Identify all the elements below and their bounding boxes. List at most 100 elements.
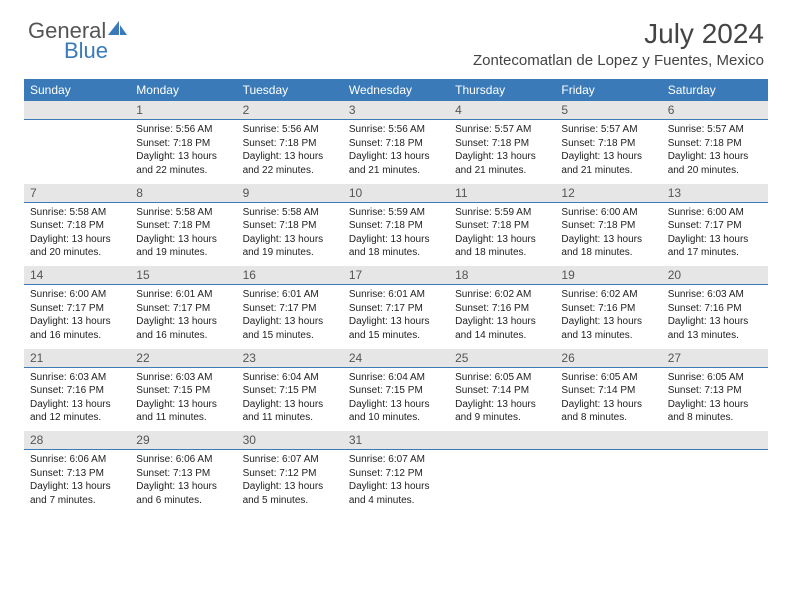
daylight-line1: Daylight: 13 hours	[349, 315, 443, 329]
sunset-line: Sunset: 7:13 PM	[668, 384, 762, 398]
day-number-cell: 23	[237, 349, 343, 368]
sunrise-line: Sunrise: 6:01 AM	[136, 288, 230, 302]
sunrise-line: Sunrise: 6:07 AM	[243, 453, 337, 467]
sunset-line: Sunset: 7:13 PM	[136, 467, 230, 481]
day-content-cell: Sunrise: 5:59 AMSunset: 7:18 PMDaylight:…	[343, 202, 449, 266]
sunrise-line: Sunrise: 5:57 AM	[668, 123, 762, 137]
sunset-line: Sunset: 7:13 PM	[30, 467, 124, 481]
daylight-line1: Daylight: 13 hours	[243, 233, 337, 247]
day-number-cell: 31	[343, 431, 449, 450]
day-number-cell: 20	[662, 266, 768, 285]
sunrise-line: Sunrise: 6:01 AM	[349, 288, 443, 302]
sunrise-line: Sunrise: 6:06 AM	[136, 453, 230, 467]
day-number-cell: 26	[555, 349, 661, 368]
day-content-cell: Sunrise: 6:04 AMSunset: 7:15 PMDaylight:…	[343, 367, 449, 431]
sunrise-line: Sunrise: 6:05 AM	[561, 371, 655, 385]
sunrise-line: Sunrise: 5:56 AM	[243, 123, 337, 137]
sunrise-line: Sunrise: 5:57 AM	[455, 123, 549, 137]
day-content-cell: Sunrise: 5:56 AMSunset: 7:18 PMDaylight:…	[237, 120, 343, 184]
daylight-line2: and 13 minutes.	[668, 329, 762, 343]
daylight-line1: Daylight: 13 hours	[136, 398, 230, 412]
sunset-line: Sunset: 7:17 PM	[136, 302, 230, 316]
day-number-cell: 9	[237, 184, 343, 203]
day-content-cell: Sunrise: 5:56 AMSunset: 7:18 PMDaylight:…	[130, 120, 236, 184]
sunrise-line: Sunrise: 5:58 AM	[30, 206, 124, 220]
day-number-cell: 6	[662, 101, 768, 120]
sunrise-line: Sunrise: 5:57 AM	[561, 123, 655, 137]
day-content-cell: Sunrise: 5:57 AMSunset: 7:18 PMDaylight:…	[662, 120, 768, 184]
daylight-line1: Daylight: 13 hours	[243, 480, 337, 494]
sunset-line: Sunset: 7:14 PM	[455, 384, 549, 398]
day-content-cell: Sunrise: 6:03 AMSunset: 7:15 PMDaylight:…	[130, 367, 236, 431]
daylight-line2: and 15 minutes.	[349, 329, 443, 343]
day-number-cell	[449, 431, 555, 450]
day-content-cell: Sunrise: 6:06 AMSunset: 7:13 PMDaylight:…	[24, 450, 130, 514]
weekday-header: Saturday	[662, 79, 768, 101]
day-content-cell: Sunrise: 6:07 AMSunset: 7:12 PMDaylight:…	[237, 450, 343, 514]
sunset-line: Sunset: 7:18 PM	[349, 219, 443, 233]
day-number-cell: 5	[555, 101, 661, 120]
sunset-line: Sunset: 7:18 PM	[243, 137, 337, 151]
day-content-cell: Sunrise: 6:01 AMSunset: 7:17 PMDaylight:…	[237, 285, 343, 349]
daylight-line2: and 4 minutes.	[349, 494, 443, 508]
day-number-cell: 25	[449, 349, 555, 368]
daylight-line2: and 20 minutes.	[30, 246, 124, 260]
daylight-line2: and 10 minutes.	[349, 411, 443, 425]
day-number-cell: 4	[449, 101, 555, 120]
sunset-line: Sunset: 7:18 PM	[349, 137, 443, 151]
daylight-line2: and 8 minutes.	[561, 411, 655, 425]
sunrise-line: Sunrise: 6:03 AM	[668, 288, 762, 302]
day-content-cell: Sunrise: 5:58 AMSunset: 7:18 PMDaylight:…	[237, 202, 343, 266]
sunrise-line: Sunrise: 5:56 AM	[136, 123, 230, 137]
daylight-line1: Daylight: 13 hours	[243, 150, 337, 164]
day-number-cell: 21	[24, 349, 130, 368]
sunrise-line: Sunrise: 5:56 AM	[349, 123, 443, 137]
day-content-cell: Sunrise: 6:04 AMSunset: 7:15 PMDaylight:…	[237, 367, 343, 431]
sunset-line: Sunset: 7:17 PM	[668, 219, 762, 233]
daylight-line2: and 6 minutes.	[136, 494, 230, 508]
logo-text-blue: Blue	[64, 38, 108, 64]
sunset-line: Sunset: 7:18 PM	[136, 137, 230, 151]
daylight-line1: Daylight: 13 hours	[349, 398, 443, 412]
day-content-cell: Sunrise: 5:57 AMSunset: 7:18 PMDaylight:…	[449, 120, 555, 184]
daylight-line2: and 18 minutes.	[561, 246, 655, 260]
sunrise-line: Sunrise: 6:05 AM	[668, 371, 762, 385]
daylight-line2: and 9 minutes.	[455, 411, 549, 425]
day-number-cell: 29	[130, 431, 236, 450]
sunrise-line: Sunrise: 6:02 AM	[561, 288, 655, 302]
daylight-line1: Daylight: 13 hours	[455, 398, 549, 412]
daylight-line1: Daylight: 13 hours	[136, 233, 230, 247]
day-number-cell: 13	[662, 184, 768, 203]
day-content-cell: Sunrise: 6:00 AMSunset: 7:17 PMDaylight:…	[24, 285, 130, 349]
daylight-line1: Daylight: 13 hours	[455, 233, 549, 247]
day-number-cell: 10	[343, 184, 449, 203]
sunset-line: Sunset: 7:17 PM	[30, 302, 124, 316]
sunset-line: Sunset: 7:12 PM	[349, 467, 443, 481]
sunset-line: Sunset: 7:15 PM	[136, 384, 230, 398]
daylight-line1: Daylight: 13 hours	[455, 150, 549, 164]
day-content-cell: Sunrise: 5:58 AMSunset: 7:18 PMDaylight:…	[130, 202, 236, 266]
day-number-cell: 3	[343, 101, 449, 120]
day-content-cell: Sunrise: 5:59 AMSunset: 7:18 PMDaylight:…	[449, 202, 555, 266]
sunrise-line: Sunrise: 6:04 AM	[349, 371, 443, 385]
weekday-header: Wednesday	[343, 79, 449, 101]
sunset-line: Sunset: 7:17 PM	[243, 302, 337, 316]
day-number-cell: 22	[130, 349, 236, 368]
day-content-cell: Sunrise: 6:02 AMSunset: 7:16 PMDaylight:…	[555, 285, 661, 349]
sunset-line: Sunset: 7:15 PM	[349, 384, 443, 398]
daylight-line1: Daylight: 13 hours	[668, 398, 762, 412]
day-content-cell: Sunrise: 6:05 AMSunset: 7:13 PMDaylight:…	[662, 367, 768, 431]
sunset-line: Sunset: 7:15 PM	[243, 384, 337, 398]
daylight-line2: and 19 minutes.	[136, 246, 230, 260]
daylight-line2: and 13 minutes.	[561, 329, 655, 343]
sunset-line: Sunset: 7:18 PM	[668, 137, 762, 151]
daylight-line1: Daylight: 13 hours	[30, 315, 124, 329]
sunrise-line: Sunrise: 5:58 AM	[136, 206, 230, 220]
day-number-cell: 7	[24, 184, 130, 203]
day-number-cell	[555, 431, 661, 450]
day-content-cell	[662, 450, 768, 514]
daylight-line2: and 14 minutes.	[455, 329, 549, 343]
daylight-line2: and 22 minutes.	[243, 164, 337, 178]
day-content-cell: Sunrise: 6:06 AMSunset: 7:13 PMDaylight:…	[130, 450, 236, 514]
daylight-line1: Daylight: 13 hours	[30, 233, 124, 247]
